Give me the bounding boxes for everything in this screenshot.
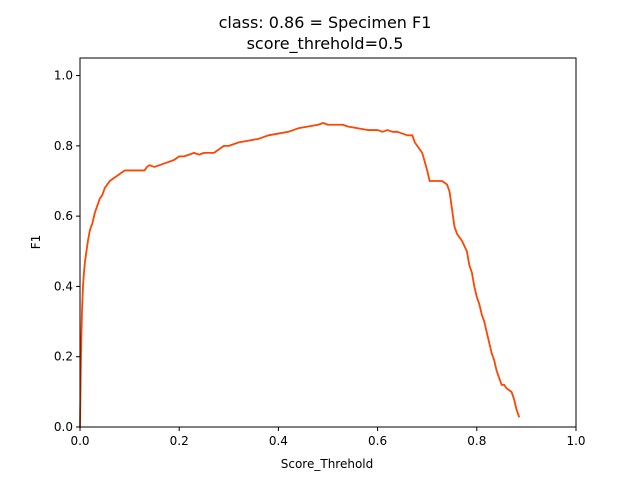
y-tick-label: 0.8 <box>54 139 73 153</box>
series-line-0 <box>79 122 521 428</box>
y-axis-label: F1 <box>29 235 43 250</box>
y-tick-label: 0.6 <box>54 209 73 223</box>
x-axis-label: Score_Threhold <box>281 457 374 471</box>
x-tick-label: 0.8 <box>467 434 486 448</box>
x-tick-label: 1.0 <box>566 434 585 448</box>
x-tick-label: 0.6 <box>368 434 387 448</box>
x-tick-label: 0.0 <box>70 434 89 448</box>
y-tick-label: 0.2 <box>54 350 73 364</box>
chart-title: class: 0.86 = Specimen F1 <box>219 13 432 32</box>
chart-subtitle: score_threhold=0.5 <box>247 34 404 54</box>
x-tick-label: 0.4 <box>269 434 288 448</box>
plot-frame <box>79 57 577 428</box>
y-tick-label: 1.0 <box>54 69 73 83</box>
y-tick-label: 0.4 <box>54 279 73 293</box>
y-tick-label: 0.0 <box>54 420 73 434</box>
x-tick-label: 0.2 <box>170 434 189 448</box>
plot-area: 0.0 0.2 0.4 0.6 0.8 1.0 0.0 0.2 0.4 0.6 0.8 1.0 <box>54 57 586 448</box>
